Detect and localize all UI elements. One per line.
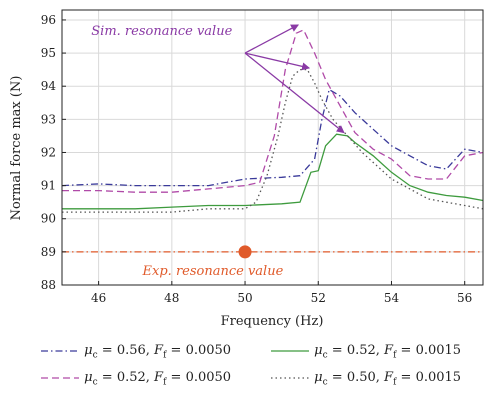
x-tick-label: 56: [457, 291, 472, 305]
series-line-4: [62, 68, 484, 213]
experimental-point: [238, 245, 252, 259]
x-axis-label: Frequency (Hz): [221, 314, 324, 329]
legend-ff-series-3: 0.0015: [415, 343, 462, 358]
grid-lines: [62, 10, 483, 286]
y-tick-label: 95: [41, 46, 56, 60]
legend-ff-series-2: 0.0050: [185, 370, 232, 385]
series-line-3: [62, 133, 484, 210]
legend-item-series-4: μc = 0.50, Ff = 0.0015: [270, 370, 461, 388]
sim-arrow-3: [244, 52, 345, 134]
x-tick-label: 46: [91, 291, 106, 305]
series-line-2: [62, 29, 484, 193]
series-group: [61, 29, 484, 259]
legend-ff-series-4: 0.0015: [415, 370, 462, 385]
y-tick-label: 94: [41, 79, 57, 93]
x-ticks: 46 48 50 52 54 56: [91, 281, 472, 305]
legend-ff-series-1: 0.0050: [185, 343, 232, 358]
x-tick-label: 50: [237, 291, 252, 305]
legend-item-series-2: μc = 0.52, Ff = 0.0050: [40, 370, 231, 388]
y-tick-label: 90: [41, 212, 56, 226]
legend-swatch-series-1: [41, 349, 79, 352]
legend-swatch-series-3: [271, 349, 309, 352]
exp-resonance-label: Exp. resonance value: [142, 264, 284, 279]
y-tick-label: 88: [41, 278, 56, 292]
plot-area: [62, 10, 483, 285]
legend-swatch-series-4: [271, 376, 309, 379]
legend-mu-series-4: 0.50: [346, 370, 376, 385]
sim-arrow-2: [244, 52, 311, 71]
sim-resonance-label: Sim. resonance value: [91, 24, 232, 39]
y-tick-label: 96: [41, 13, 56, 27]
y-tick-label: 93: [41, 112, 56, 126]
y-tick-label: 92: [41, 145, 56, 159]
plot-frame: [61, 9, 484, 286]
legend-mu-series-2: 0.52: [116, 370, 146, 385]
y-tick-label: 91: [41, 179, 56, 193]
annotations: Sim. resonance value Exp. resonance value: [91, 24, 345, 279]
x-tick-label: 54: [384, 291, 400, 305]
y-tick-label: 89: [41, 245, 56, 259]
x-tick-label: 48: [164, 291, 179, 305]
legend-mu-series-1: 0.56: [116, 343, 146, 358]
legend-swatch-series-2: [41, 376, 79, 379]
x-tick-label: 52: [311, 291, 326, 305]
y-ticks: 88 89 90 91 92 93 94 95 96: [41, 13, 66, 292]
y-axis-label: Normal force max (N): [9, 76, 24, 221]
legend-mu-series-3: 0.52: [346, 343, 376, 358]
legend-item-series-1: μc = 0.56, Ff = 0.0050: [40, 343, 231, 361]
series-line-1: [61, 88, 484, 187]
legend-item-series-3: μc = 0.52, Ff = 0.0015: [270, 343, 461, 361]
sim-arrow-1: [244, 24, 300, 54]
